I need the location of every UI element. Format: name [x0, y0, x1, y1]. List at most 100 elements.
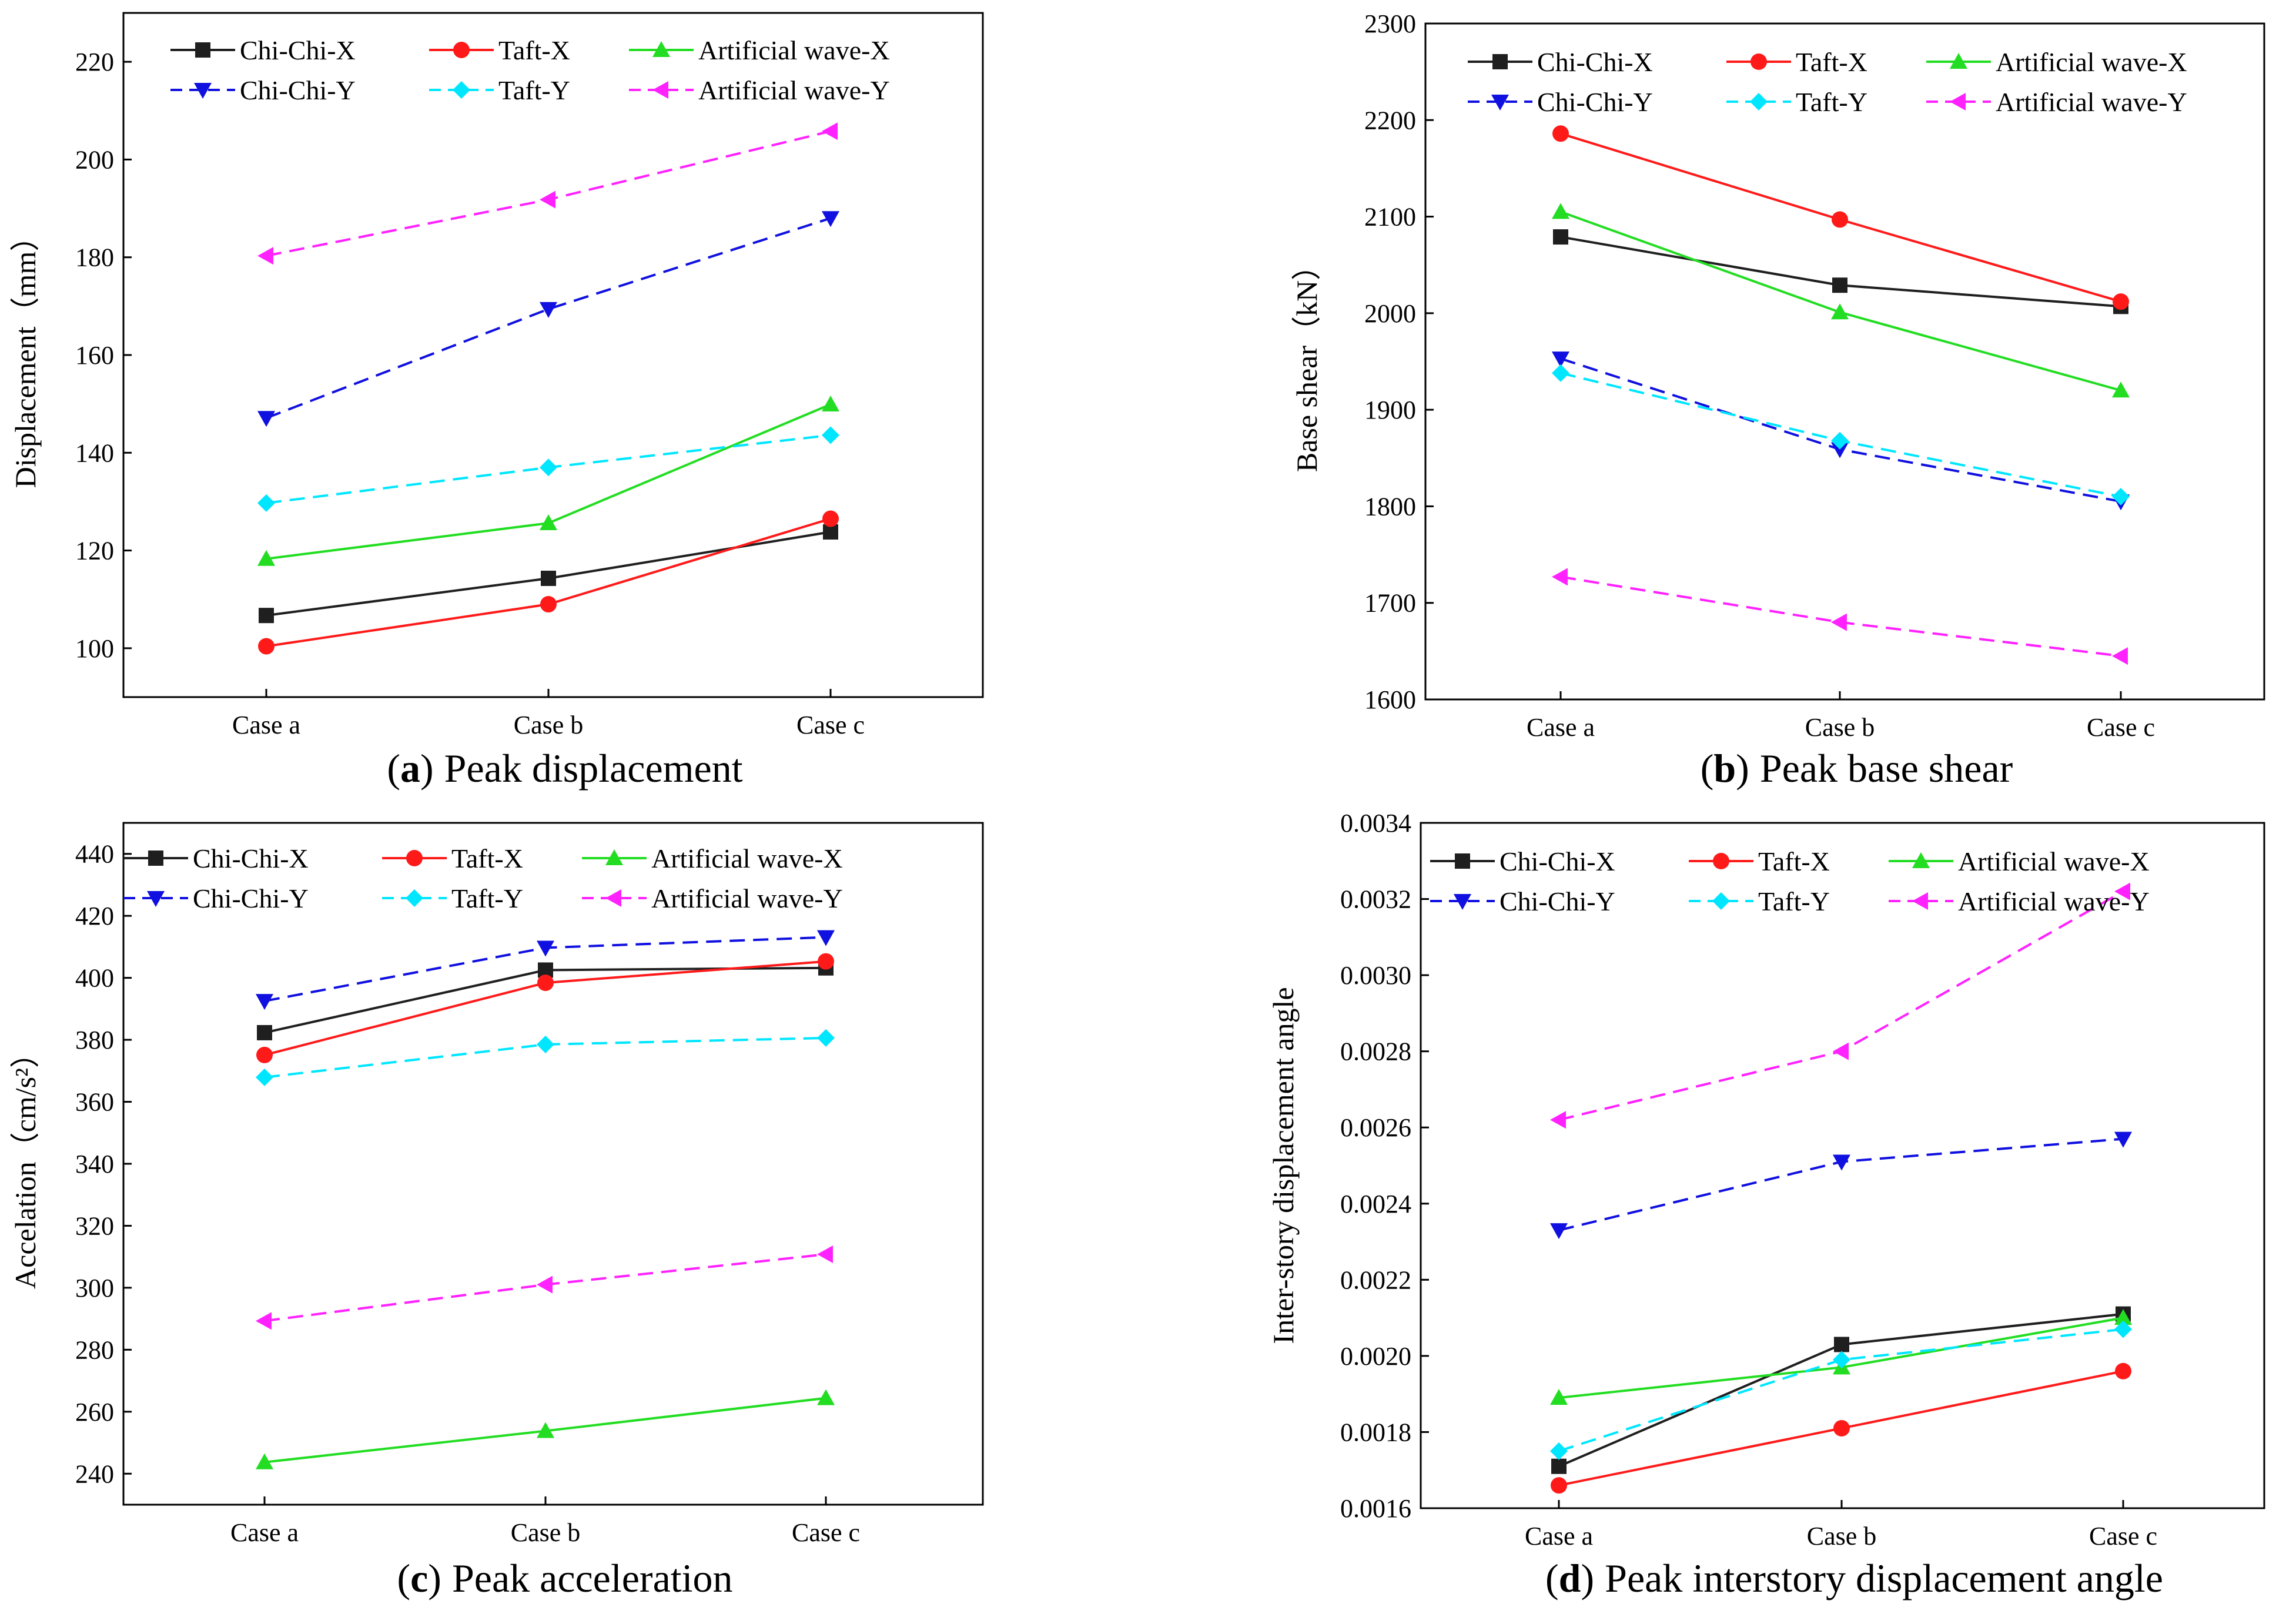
y-tick-label: 320: [75, 1211, 114, 1240]
y-tick-label: 160: [75, 341, 114, 370]
caption-open: (: [397, 1556, 410, 1600]
data-point-taft_y: [1831, 431, 1849, 450]
y-tick-label: 1900: [1364, 396, 1416, 424]
chart-c: 240 260 280 300 320 340 360 380 400 420 440 Case a C…: [9, 822, 984, 1600]
data-point-artificial_y: [257, 247, 273, 265]
data-point-taft_y: [2112, 488, 2130, 505]
y-tick-label: 220: [75, 48, 114, 76]
data-point-chichi_x: [541, 570, 556, 586]
data-point-artificial_y: [537, 1275, 553, 1294]
y-tick-label: 0.0018: [1340, 1418, 1411, 1446]
y-tick-label: 0.0034: [1340, 809, 1411, 838]
legend-marker-chichi_x: [195, 42, 210, 58]
data-point-taft_x: [537, 975, 554, 992]
legend-label-taft_x: Taft-X: [1758, 846, 1830, 876]
legend-marker-artificial_x: [605, 849, 623, 865]
legend-label-artificial_y: Artificial wave-Y: [698, 75, 890, 105]
data-point-chichi_y: [1552, 351, 1569, 368]
legend-label-artificial_y: Artificial wave-Y: [1958, 886, 2150, 916]
data-point-chichi_y: [537, 940, 554, 957]
legend-label-chichi_y: Chi-Chi-Y: [240, 75, 356, 105]
legend-marker-artificial_y: [605, 889, 621, 907]
legend-marker-chichi_x: [1455, 853, 1470, 869]
y-tick-label: 2200: [1364, 106, 1416, 135]
legend-marker-chichi_y: [1491, 95, 1509, 111]
legend-label-chichi_x: Chi-Chi-X: [193, 843, 309, 873]
data-point-artificial_y: [822, 122, 838, 140]
legend-marker-taft_y: [1712, 892, 1730, 910]
legend-marker-artificial_y: [1950, 93, 1966, 111]
data-point-chichi_y: [817, 930, 835, 946]
data-point-taft_y: [256, 1068, 273, 1086]
series-line-chichi_x: [1560, 236, 2121, 308]
legend-label-taft_x: Taft-X: [1796, 47, 1867, 77]
y-tick-label: 0.0030: [1340, 961, 1411, 990]
series-line-chichi_y: [1558, 1137, 2124, 1232]
legend-label-artificial_x: Artificial wave-X: [1996, 47, 2187, 77]
data-point-taft_x: [818, 953, 834, 970]
caption-letter: d: [1559, 1556, 1581, 1600]
series-line-chichi_y: [266, 217, 831, 420]
y-tick-label: 100: [75, 634, 114, 663]
data-point-taft_x: [1552, 125, 1569, 142]
data-point-artificial_x: [817, 1389, 835, 1405]
y-tick-label: 400: [75, 964, 114, 993]
data-point-artificial_x: [1552, 203, 1569, 219]
legend-label-chichi_y: Chi-Chi-Y: [1500, 886, 1615, 916]
y-tick-label: 260: [75, 1398, 114, 1427]
data-point-taft_x: [2113, 293, 2129, 310]
caption-title: Peak base shear: [1760, 746, 2013, 791]
caption: (a) Peak displacement: [387, 746, 742, 791]
data-point-chichi_y: [257, 411, 275, 427]
legend-label-chichi_x: Chi-Chi-X: [1500, 846, 1615, 876]
data-point-taft_y: [1550, 1442, 1568, 1460]
caption-close: ): [1581, 1556, 1595, 1600]
legend-marker-taft_y: [1750, 93, 1768, 111]
y-tick-label: 280: [75, 1335, 114, 1364]
caption-open: (: [1545, 1556, 1559, 1600]
data-point-chichi_y: [1831, 442, 1849, 458]
x-tick-label: Case a: [1527, 713, 1595, 742]
x-tick-label: Case a: [232, 711, 300, 739]
x-tick-label: Case b: [1805, 713, 1875, 742]
legend-label-taft_y: Taft-Y: [498, 75, 570, 105]
series-line-artificial_y: [1560, 575, 2121, 658]
chart-a: 100 120 140 160 180 200 220 Case a Case b Case c D…: [9, 12, 984, 791]
y-tick-label: 200: [75, 145, 114, 174]
legend-marker-chichi_y: [147, 891, 165, 907]
y-axis-title: Accelation（cm/s²）: [9, 1039, 42, 1289]
data-point-taft_y: [1833, 1351, 1850, 1369]
data-point-chichi_x: [1832, 277, 1847, 293]
y-tick-label: 440: [75, 840, 114, 869]
data-point-artificial_x: [256, 1453, 273, 1469]
caption: (d) Peak interstory displacement angle: [1545, 1556, 2163, 1600]
x-tick-label: Case c: [796, 711, 865, 739]
series-line-chichi_y: [1560, 357, 2121, 503]
data-point-artificial_x: [257, 550, 275, 566]
x-tick-label: Case b: [1807, 1522, 1877, 1551]
data-point-artificial_y: [1552, 568, 1568, 586]
caption: (c) Peak acceleration: [397, 1556, 732, 1600]
data-point-chichi_x: [1551, 1458, 1567, 1474]
data-point-artificial_y: [2112, 647, 2128, 665]
data-point-artificial_x: [822, 395, 839, 411]
y-tick-label: 2300: [1364, 9, 1416, 38]
y-tick-label: 140: [75, 438, 114, 467]
legend-label-taft_x: Taft-X: [498, 35, 570, 65]
y-axis-title: Base shear（kN）: [1290, 251, 1323, 472]
legend-marker-taft_x: [453, 42, 470, 58]
data-point-taft_x: [2115, 1362, 2131, 1379]
caption-title: Peak acceleration: [452, 1556, 733, 1600]
caption-open: (: [1701, 746, 1714, 791]
legend-marker-chichi_x: [148, 850, 163, 866]
data-point-taft_x: [540, 596, 557, 613]
caption-open: (: [387, 746, 400, 791]
legend-marker-taft_x: [1713, 853, 1729, 869]
y-tick-label: 0.0024: [1340, 1190, 1411, 1218]
caption: (b) Peak base shear: [1701, 746, 2013, 791]
legend-label-artificial_x: Artificial wave-X: [651, 843, 843, 873]
x-tick-label: Case c: [792, 1518, 860, 1547]
y-tick-label: 0.0026: [1340, 1113, 1411, 1142]
series-line-artificial_y: [1558, 890, 2124, 1121]
